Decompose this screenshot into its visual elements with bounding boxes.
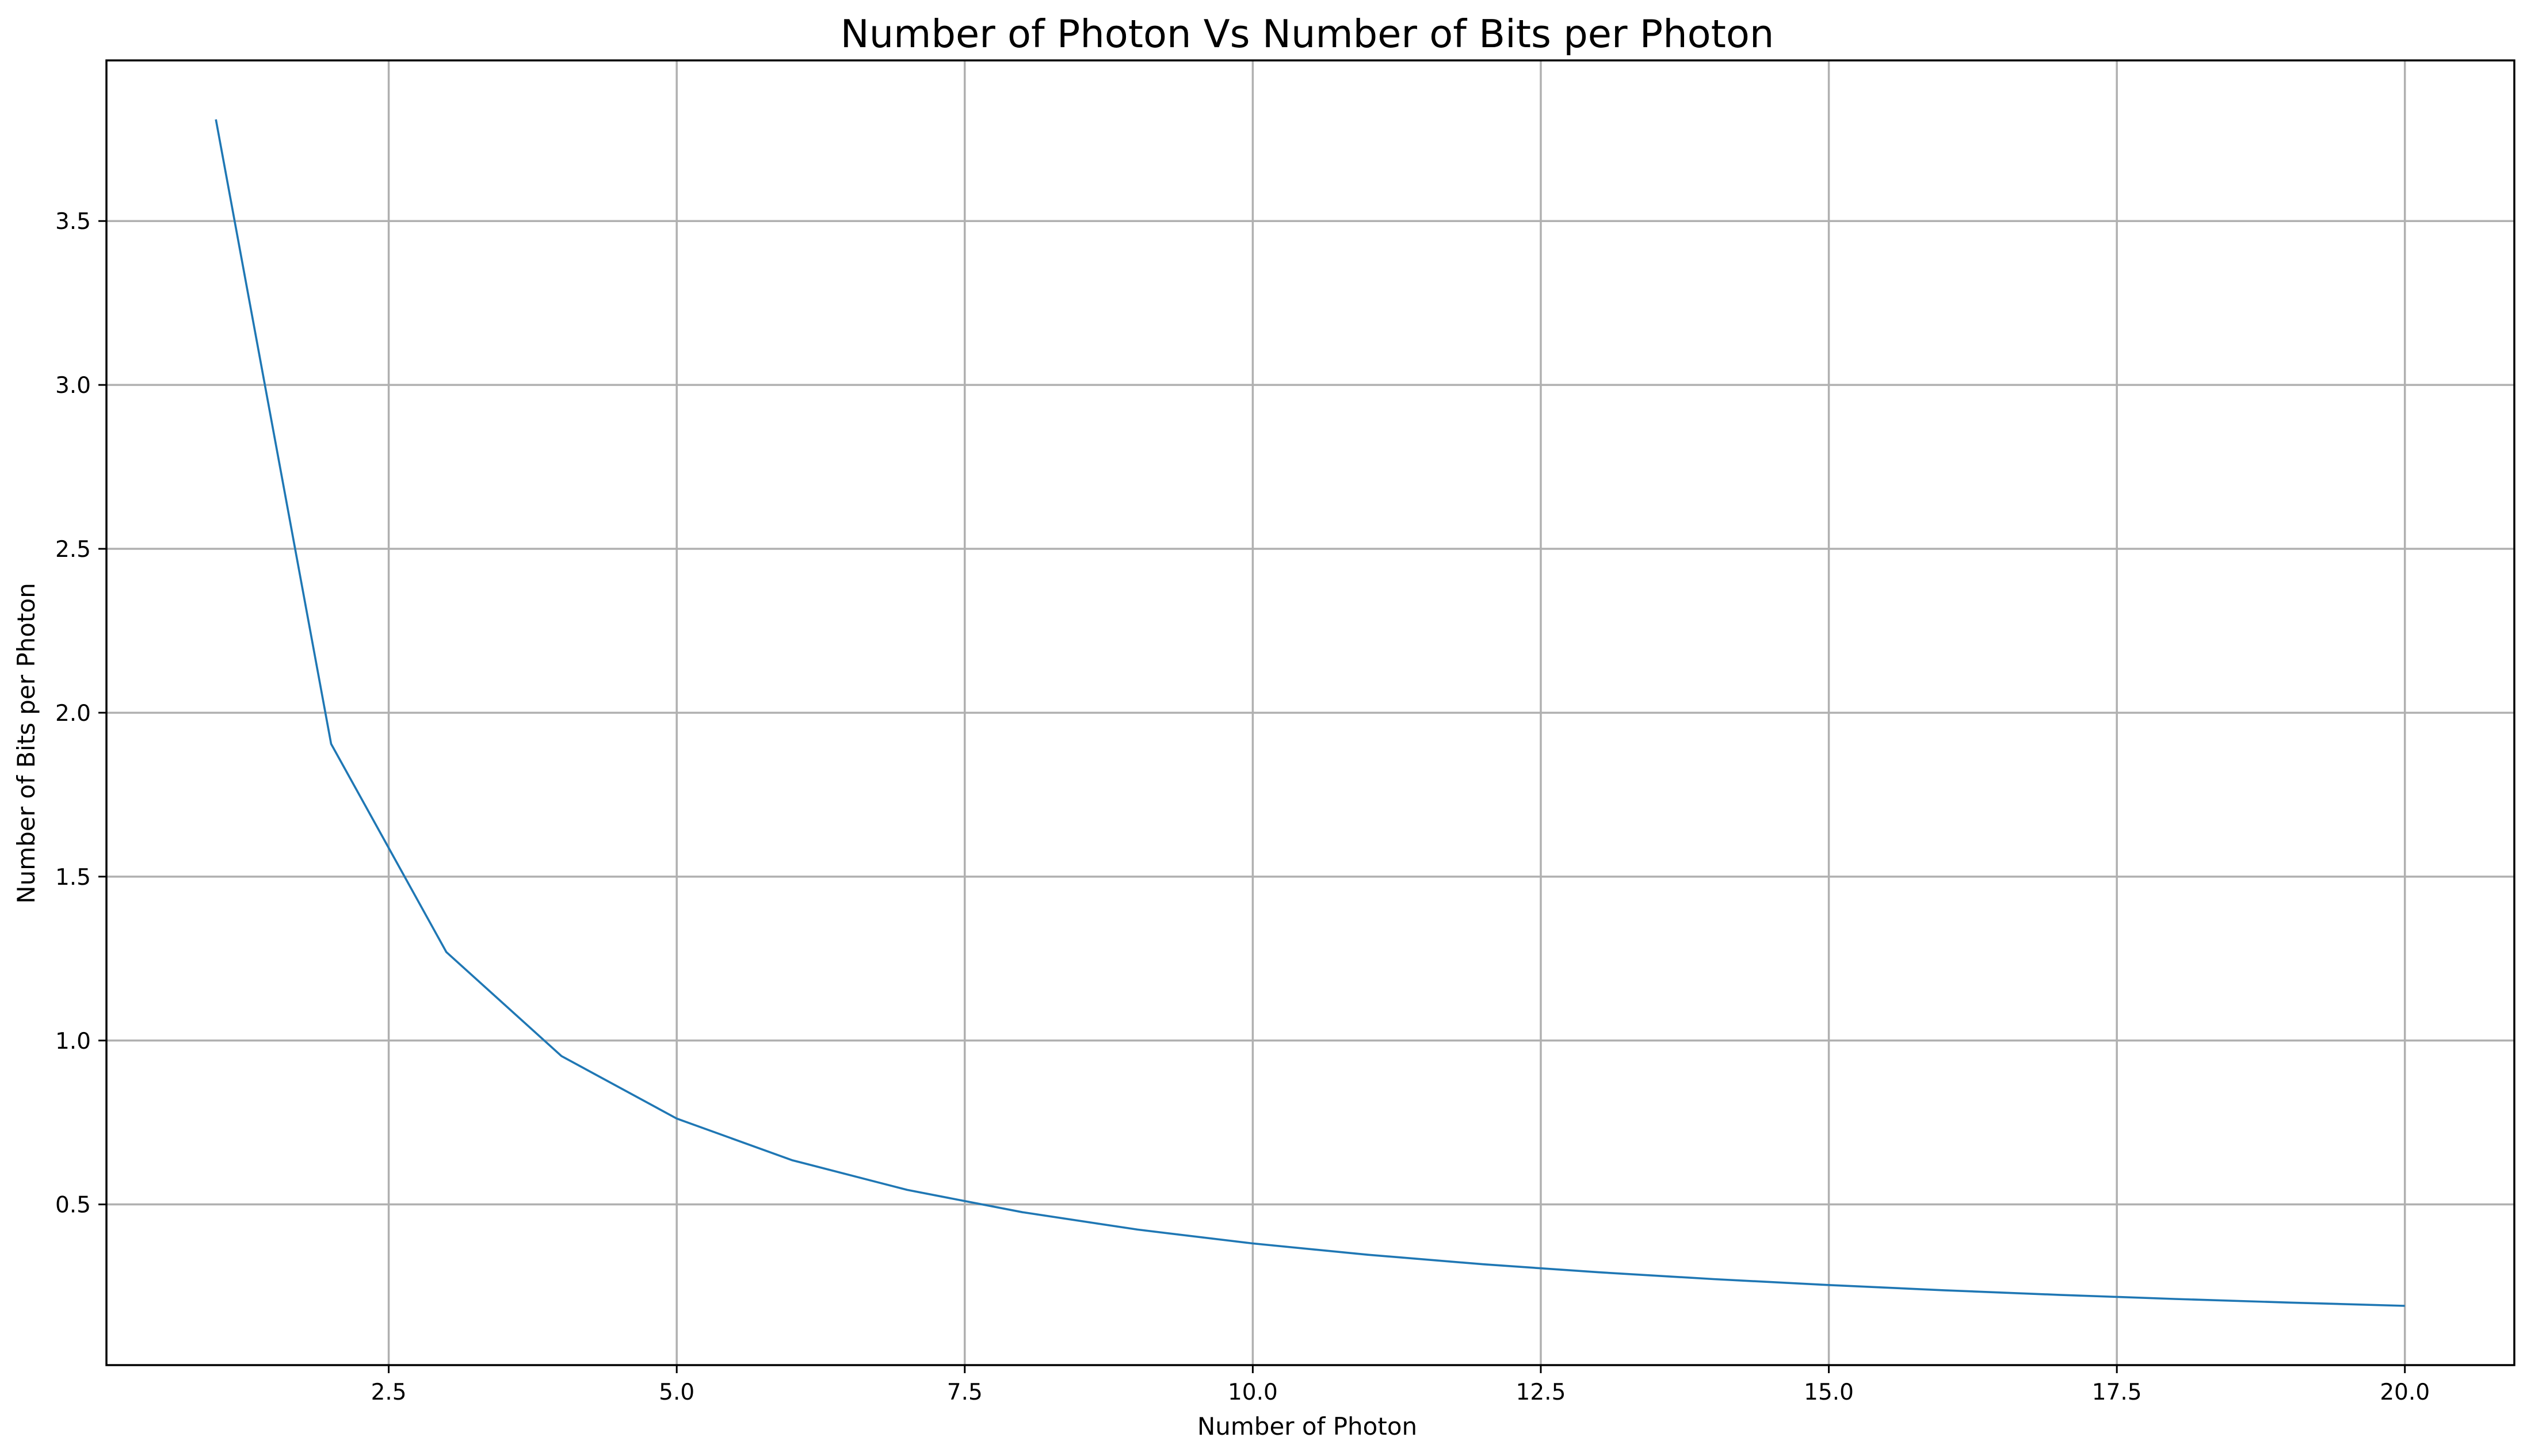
y-tick-label: 3.5 (55, 209, 91, 235)
x-tick-label: 15.0 (1804, 1379, 1854, 1405)
y-tick-label: 3.0 (55, 373, 91, 399)
y-tick-label: 0.5 (55, 1193, 91, 1218)
series-line-0 (215, 119, 2405, 1307)
y-tick-label: 1.0 (55, 1029, 91, 1054)
y-gridlines (106, 220, 2514, 1206)
y-tick-label: 2.5 (55, 537, 91, 563)
chart-title: Number of Photon Vs Number of Bits per P… (841, 12, 1774, 56)
x-tick-label: 20.0 (2380, 1379, 2430, 1405)
x-tick-label: 17.5 (2092, 1379, 2142, 1405)
x-axis-label: Number of Photon (1197, 1412, 1417, 1440)
series-layer (215, 119, 2405, 1307)
x-tick-label: 7.5 (947, 1379, 983, 1405)
x-tick-label: 2.5 (371, 1379, 407, 1405)
x-tick-label: 10.0 (1228, 1379, 1278, 1405)
x-tick-label: 12.5 (1516, 1379, 1566, 1405)
y-axis-ticks: 0.5 1.0 1.5 2.0 2.5 3.0 3.5 (55, 209, 106, 1218)
y-tick-label: 2.0 (55, 701, 91, 727)
y-tick-label: 1.5 (55, 865, 91, 891)
x-axis-ticks: 2.5 5.0 7.5 10.0 12.5 15.0 17.5 20.0 (371, 1365, 2430, 1405)
x-tick-label: 5.0 (659, 1379, 694, 1405)
y-axis-label: Number of Bits per Photon (12, 583, 40, 904)
